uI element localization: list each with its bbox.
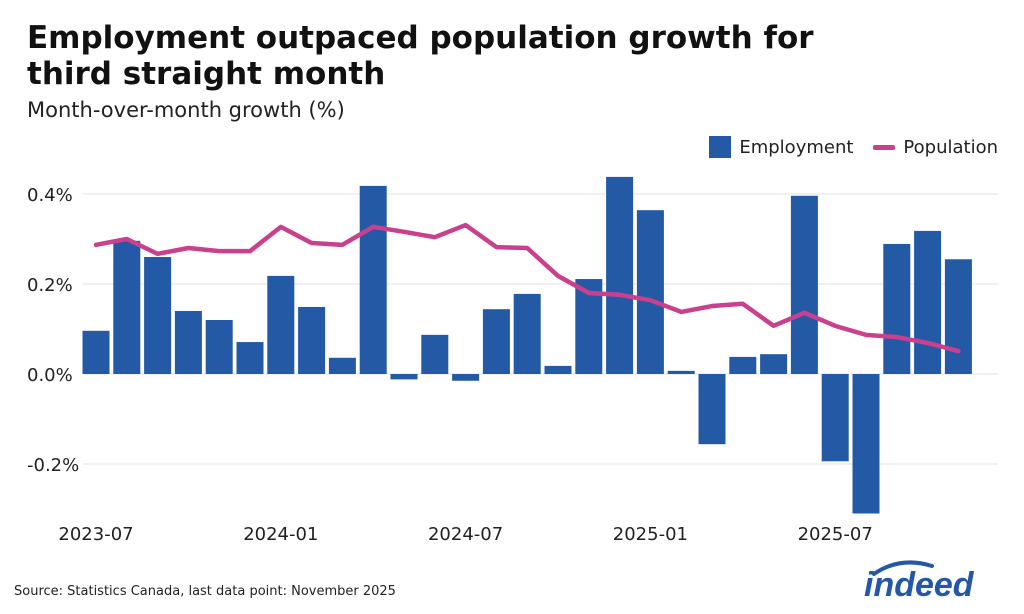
bar-2025-01 [636, 210, 664, 374]
bar-2024-06 [421, 334, 449, 374]
bar-2025-08 [852, 374, 880, 514]
legend-swatch-population [873, 144, 896, 150]
bar-2025-07 [821, 374, 849, 462]
bar-2024-01 [267, 275, 295, 374]
employment-bars [82, 176, 972, 514]
bar-2025-05 [760, 354, 788, 374]
bar-2023-11 [205, 320, 233, 374]
bar-2023-07 [82, 330, 110, 374]
bar-2025-11 [944, 259, 972, 374]
svg-text:indeed: indeed [864, 566, 975, 604]
y-axis-labels: -0.2% 0.0% 0.2% 0.4% [27, 185, 79, 476]
y-tick-label: 0.2% [27, 275, 73, 296]
bar-2024-09 [513, 293, 541, 374]
indeed-logo: indeed [864, 560, 975, 604]
bar-2025-09 [883, 243, 911, 374]
bar-2023-08 [113, 240, 141, 374]
x-tick-label: 2024-07 [428, 524, 503, 545]
bar-2024-02 [298, 306, 326, 374]
chart-title: Employment outpaced population growth fo… [27, 20, 814, 92]
x-tick-label: 2023-07 [58, 524, 133, 545]
bar-2025-04 [729, 356, 757, 374]
x-axis-labels: 2023-07 2024-01 2024-07 2025-01 2025-07 [58, 524, 872, 545]
legend-swatch-employment [709, 136, 732, 158]
x-tick-label: 2025-07 [798, 524, 873, 545]
bar-2024-05 [390, 374, 418, 380]
bar-2024-12 [606, 176, 634, 374]
legend-label-population: Population [903, 136, 998, 158]
bar-2025-03 [698, 374, 726, 445]
bar-2024-03 [328, 357, 356, 374]
y-tick-label: -0.2% [27, 455, 79, 476]
bar-2025-02 [667, 370, 695, 374]
bar-2024-04 [359, 185, 387, 374]
bar-2023-10 [174, 311, 202, 374]
x-tick-label: 2025-01 [613, 524, 688, 545]
chart-subtitle: Month-over-month growth (%) [27, 98, 345, 122]
bar-2025-10 [914, 230, 942, 374]
population-series-line [93, 222, 961, 354]
bar-2024-07 [452, 374, 480, 381]
bar-2023-09 [144, 257, 172, 374]
y-tick-label: 0.4% [27, 185, 73, 206]
bar-2023-12 [236, 342, 264, 374]
bar-2025-06 [790, 195, 818, 374]
bar-2024-08 [482, 309, 510, 374]
population-line [93, 222, 961, 354]
x-tick-label: 2024-01 [243, 524, 318, 545]
source-note: Source: Statistics Canada, last data poi… [14, 584, 396, 599]
bar-2024-10 [544, 365, 572, 374]
legend: Employment Population [709, 136, 998, 158]
y-tick-label: 0.0% [27, 365, 73, 386]
legend-label-employment: Employment [739, 136, 854, 158]
